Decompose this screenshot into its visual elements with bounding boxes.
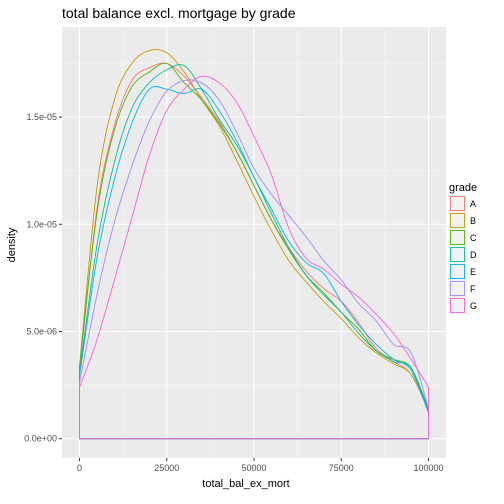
- legend-swatch-b: [450, 213, 465, 228]
- legend-title: grade: [449, 182, 477, 194]
- legend-swatch-e: [450, 264, 465, 279]
- x-tick-label: 75000: [329, 463, 354, 473]
- density-curve-g: [79, 75, 429, 440]
- legend-swatch-f: [450, 281, 465, 296]
- y-tick-label: 5.0e-06: [26, 326, 57, 336]
- x-tick-label: 50000: [241, 463, 266, 473]
- x-axis-ticks: 0 25000 50000 75000 100000: [77, 458, 444, 473]
- legend-swatch-c: [450, 230, 465, 245]
- legend-label-b: B: [470, 216, 476, 226]
- legend-swatch-d: [450, 247, 465, 262]
- legend-key-c: [449, 229, 466, 246]
- density-curve-c: [79, 62, 429, 440]
- legend-key-d: [449, 246, 466, 263]
- legend-key-f: [449, 280, 466, 297]
- x-axis-title: total_bal_ex_mort: [202, 478, 289, 490]
- legend-label-f: F: [470, 284, 476, 294]
- density-curve-f: [79, 79, 429, 440]
- y-tick-label: 1.5e-05: [26, 112, 57, 122]
- x-tick-label: 25000: [154, 463, 179, 473]
- density-curves: [79, 49, 429, 440]
- y-axis-title: density: [6, 227, 18, 262]
- x-tick-label: 0: [77, 463, 82, 473]
- legend-key-g: [449, 297, 466, 314]
- legend-swatch-g: [450, 298, 465, 313]
- density-curve-b: [79, 49, 429, 440]
- legend-swatch-a: [450, 196, 465, 211]
- y-axis-ticks: 0.0e+00 5.0e-06 1.0e-05 1.5e-05: [24, 112, 62, 444]
- legend-key-a: [449, 195, 466, 212]
- legend-key-b: [449, 212, 466, 229]
- legend-label-c: C: [470, 233, 477, 243]
- legend-label-g: G: [470, 301, 477, 311]
- legend-label-d: D: [470, 250, 477, 260]
- chart-title: total balance excl. mortgage by grade: [62, 5, 296, 21]
- y-tick-label: 0.0e+00: [24, 434, 57, 444]
- density-curve-e: [79, 86, 429, 440]
- legend-label-a: A: [470, 199, 476, 209]
- legend-key-e: [449, 263, 466, 280]
- y-tick-label: 1.0e-05: [26, 219, 57, 229]
- x-tick-label: 100000: [414, 463, 444, 473]
- legend-label-e: E: [470, 267, 476, 277]
